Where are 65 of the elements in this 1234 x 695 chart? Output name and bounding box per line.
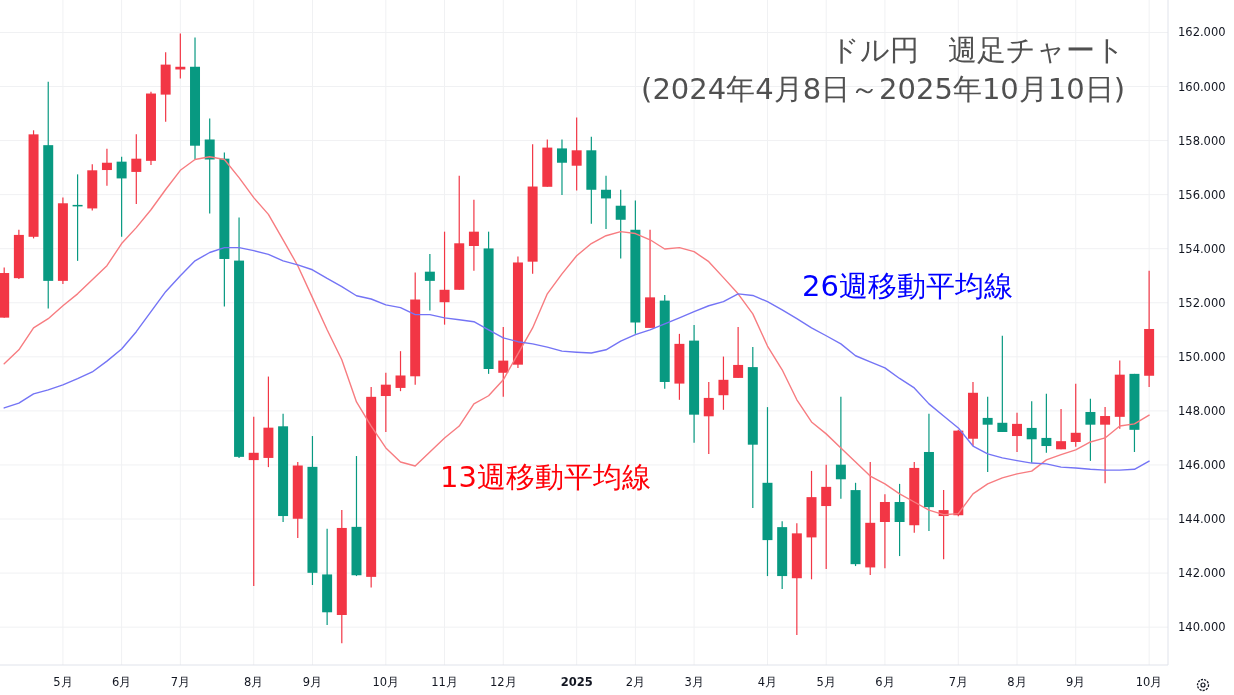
candlestick	[1100, 406, 1111, 484]
y-tick-label: 156.000	[1178, 187, 1226, 202]
candlestick	[615, 189, 626, 260]
x-tick-label: 3月	[684, 675, 704, 689]
series-label: 13週移動平均線	[440, 460, 651, 495]
x-tick-label: 7月	[948, 675, 968, 689]
candlestick	[894, 483, 905, 557]
text: (2024年4月8日～2025年10月10日)	[641, 72, 1125, 106]
candlestick	[1070, 383, 1081, 448]
y-tick-label: 154.000	[1178, 241, 1226, 256]
candlestick	[982, 396, 993, 473]
y-tick-label: 162.000	[1178, 25, 1226, 40]
x-tick-label: 10月	[372, 675, 400, 689]
x-tick-label: 5月	[816, 675, 836, 689]
candlestick	[703, 381, 714, 455]
candlestick	[116, 156, 127, 238]
candlestick	[439, 231, 450, 326]
x-tick-label: 12月	[489, 675, 517, 689]
x-tick-label: 10月	[1135, 675, 1163, 689]
x-tick-label: 7月	[170, 675, 190, 689]
y-tick-label: 158.000	[1178, 133, 1226, 148]
candlestick	[204, 117, 215, 215]
candlestick	[733, 326, 744, 379]
y-tick-label: 152.000	[1178, 295, 1226, 310]
candlestick	[498, 326, 509, 398]
x-tick-label: 11月	[431, 675, 458, 689]
x-tick-label: 9月	[302, 675, 323, 689]
candlestick	[556, 138, 567, 196]
y-tick-label: 144.000	[1178, 512, 1226, 527]
x-tick-label: 6月	[111, 675, 132, 689]
candlestick	[424, 253, 435, 312]
candlestick	[601, 175, 612, 230]
candlestick	[1026, 400, 1037, 464]
candlestick	[879, 493, 890, 569]
candlestick	[571, 116, 582, 192]
candlestick	[835, 396, 846, 500]
candlestick	[997, 335, 1008, 433]
x-tick-label: 4月	[757, 675, 778, 689]
y-tick-label: 160.000	[1178, 79, 1226, 94]
candlestick	[821, 464, 832, 570]
candlestick	[468, 199, 479, 272]
candlestick	[248, 416, 259, 587]
candlestick	[1056, 408, 1067, 450]
x-tick-label: 2月	[625, 675, 646, 689]
x-tick-label: 6月	[875, 675, 895, 689]
x-tick-label: 2025	[560, 675, 593, 689]
x-tick-label: 5月	[53, 675, 73, 689]
y-tick-label: 140.000	[1178, 620, 1226, 635]
candlestick	[380, 372, 391, 433]
series-label: 26週移動平均線	[802, 268, 1013, 303]
candlestick	[1085, 398, 1096, 462]
text: ドル円 週足チャート	[830, 33, 1125, 67]
candlestick	[1041, 393, 1052, 454]
candlestick	[131, 133, 142, 205]
y-tick-label: 150.000	[1178, 349, 1226, 364]
x-tick-label: 8月	[244, 675, 264, 689]
candlestick	[718, 355, 729, 411]
y-tick-label: 146.000	[1178, 457, 1226, 472]
x-tick-label: 8月	[1007, 675, 1027, 689]
y-tick-label: 142.000	[1178, 566, 1226, 581]
candlestick	[101, 148, 112, 187]
y-tick-label: 148.000	[1178, 403, 1226, 418]
candlestick	[395, 350, 406, 392]
x-tick-label: 9月	[1066, 675, 1086, 689]
candlestick	[1012, 412, 1023, 453]
